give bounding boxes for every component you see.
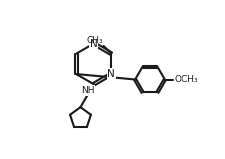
Text: CH₃: CH₃ (86, 36, 103, 45)
Text: N: N (90, 39, 98, 48)
Text: N: N (108, 69, 115, 79)
Text: NH: NH (81, 86, 94, 95)
Text: OCH₃: OCH₃ (174, 75, 198, 84)
